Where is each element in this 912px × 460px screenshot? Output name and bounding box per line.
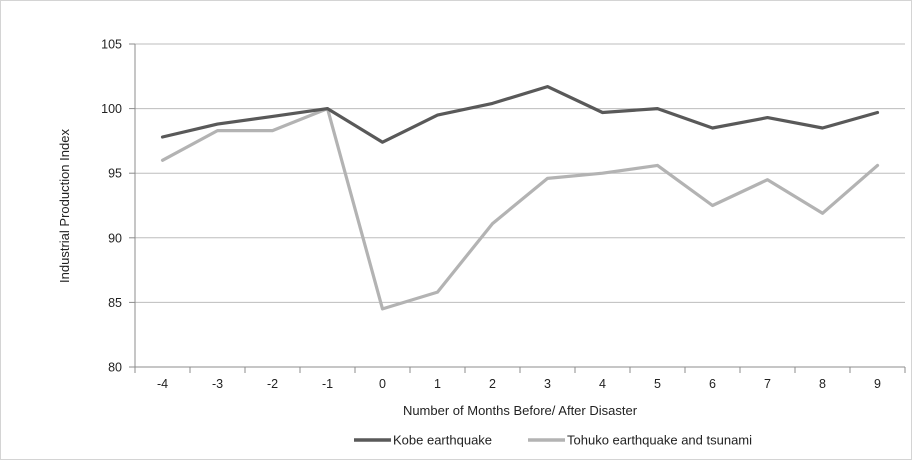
x-tick-label-4: 4 [599, 377, 606, 391]
legend-label-kobe: Kobe earthquake [393, 433, 492, 448]
x-tick-label-9: 9 [874, 377, 881, 391]
gridlines [135, 43, 905, 303]
y-tick-label-105: 105 [101, 38, 122, 52]
legend: Kobe earthquake Tohuko earthquake and ts… [354, 433, 752, 448]
series-line-0 [160, 84, 880, 144]
y-tick-label-95: 95 [108, 167, 122, 181]
x-tick-label-8: 8 [819, 377, 826, 391]
y-tick-label-100: 100 [101, 102, 122, 116]
axes [129, 43, 906, 373]
x-tick-label-1: 1 [434, 377, 441, 391]
x-tick-label-6: 6 [709, 377, 716, 391]
x-tick-label-0: 0 [379, 377, 386, 391]
y-tick-label-85: 85 [108, 296, 122, 310]
x-tick-label--3: -3 [212, 377, 223, 391]
x-axis-label: Number of Months Before/ After Disaster [403, 403, 638, 418]
x-tick-label-7: 7 [764, 377, 771, 391]
x-tick-label-2: 2 [489, 377, 496, 391]
x-tick-label-3: 3 [544, 377, 551, 391]
tick-labels: 80 85 90 95 100 105 -4 -3 -2 -1 0 1 2 3 4 5 6 7 8 9 [101, 38, 881, 392]
x-tick-label--1: -1 [322, 377, 333, 391]
x-tick-label--2: -2 [267, 377, 278, 391]
legend-label-tohuko: Tohuko earthquake and tsunami [567, 433, 752, 448]
series-line-1 [160, 106, 880, 311]
x-tick-label--4: -4 [157, 377, 168, 391]
x-tick-label-5: 5 [654, 377, 661, 391]
y-axis-label: Industrial Production Index [57, 129, 72, 283]
y-tick-label-80: 80 [108, 361, 122, 375]
y-tick-label-90: 90 [108, 231, 122, 245]
series-lines [160, 84, 880, 311]
